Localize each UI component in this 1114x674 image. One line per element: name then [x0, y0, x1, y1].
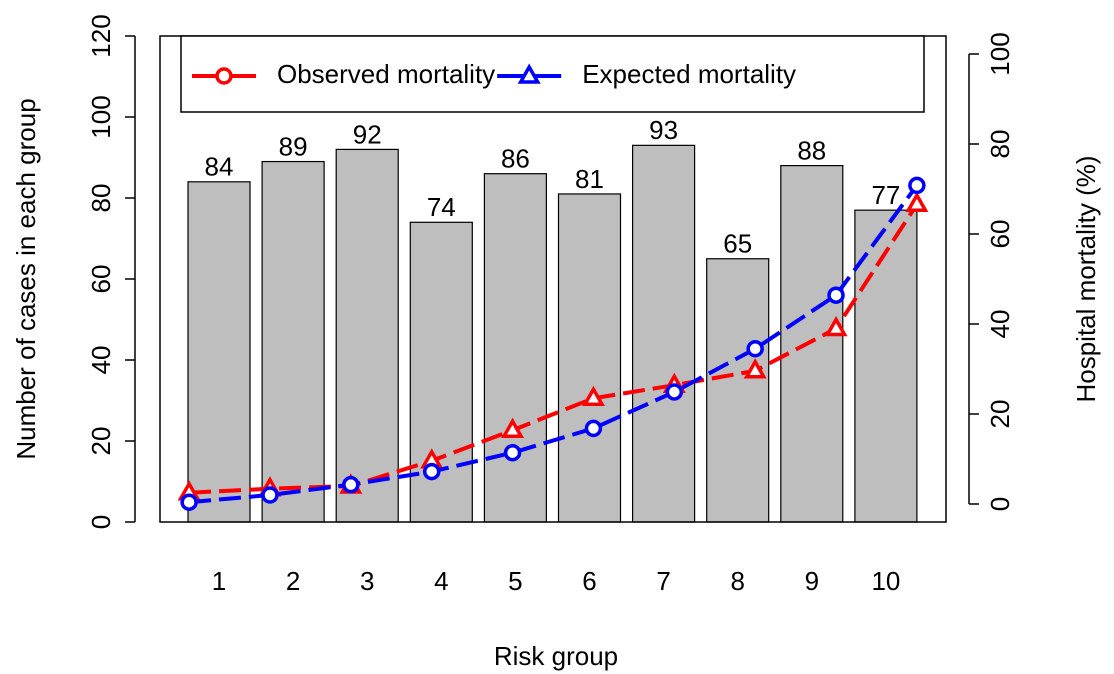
bar-value-label: 93: [649, 115, 678, 145]
series-point: [824, 315, 848, 337]
bar-value-label: 92: [353, 119, 382, 149]
series-point: [342, 475, 360, 494]
y-tick-label: 100: [86, 95, 116, 138]
series-point: [584, 419, 603, 438]
bar: [261, 160, 325, 523]
bar-value-label: 77: [871, 180, 900, 210]
bar: [335, 148, 399, 523]
series-point: [503, 443, 522, 462]
bar-value-label: 86: [501, 144, 530, 174]
x-tick-label: 8: [730, 566, 744, 596]
x-tick-label: 7: [656, 566, 670, 596]
legend-marker: [215, 67, 233, 85]
legend-marker: [517, 63, 541, 84]
series-point: [746, 340, 764, 358]
series-point: [743, 358, 767, 379]
series-point: [665, 383, 684, 401]
bar: [187, 181, 251, 523]
bar: [483, 173, 547, 523]
bar: [557, 193, 622, 523]
x-tick-label: 5: [508, 566, 522, 596]
legend-label: Expected mortality: [582, 59, 796, 89]
y2-tick-label: 60: [985, 220, 1015, 249]
series-point: [581, 385, 605, 406]
y-tick-label: 20: [86, 427, 116, 456]
x-tick-label: 1: [212, 566, 226, 596]
series-point: [905, 191, 929, 213]
series-point: [180, 493, 198, 511]
y2-tick-label: 40: [985, 310, 1015, 339]
y-tick-label: 40: [86, 346, 116, 375]
y-axis-title: Number of cases in each group: [11, 98, 41, 459]
x-tick-label: 2: [286, 566, 300, 596]
x-tick-label: 3: [360, 566, 374, 596]
series-point: [908, 176, 926, 195]
bar: [780, 165, 844, 523]
y2-axis-title: Hospital mortality (%): [1071, 155, 1101, 402]
bar-value-label: 88: [797, 135, 826, 165]
bar: [854, 209, 918, 523]
series-point: [827, 286, 845, 304]
y2-tick-label: 0: [985, 497, 1015, 511]
bar-value-label: 81: [575, 164, 604, 194]
x-tick-label: 10: [871, 566, 900, 596]
y-tick-label: 80: [86, 184, 116, 213]
series-point: [261, 486, 279, 504]
bar: [409, 221, 473, 523]
series-point: [422, 462, 441, 481]
bar-value-label: 89: [279, 131, 308, 161]
x-tick-label: 9: [805, 566, 819, 596]
series-line: [188, 184, 919, 505]
legend-label: Observed mortality: [277, 59, 495, 89]
series-line: [189, 203, 919, 495]
x-axis-title: Risk group: [494, 641, 618, 671]
y-tick-label: 0: [86, 515, 116, 529]
y2-tick-label: 80: [985, 130, 1015, 159]
bar-value-label: 65: [723, 229, 752, 259]
series-point: [501, 417, 525, 438]
y-tick-label: 120: [86, 14, 116, 57]
y-tick-label: 60: [86, 265, 116, 294]
x-tick-label: 6: [582, 566, 596, 596]
bar: [631, 144, 696, 523]
bar-value-label: 74: [427, 192, 456, 222]
bar: [706, 258, 770, 523]
y2-tick-label: 20: [985, 400, 1015, 429]
x-tick-label: 4: [434, 566, 448, 596]
bar-value-label: 84: [205, 152, 234, 182]
y2-tick-label: 100: [985, 32, 1015, 75]
